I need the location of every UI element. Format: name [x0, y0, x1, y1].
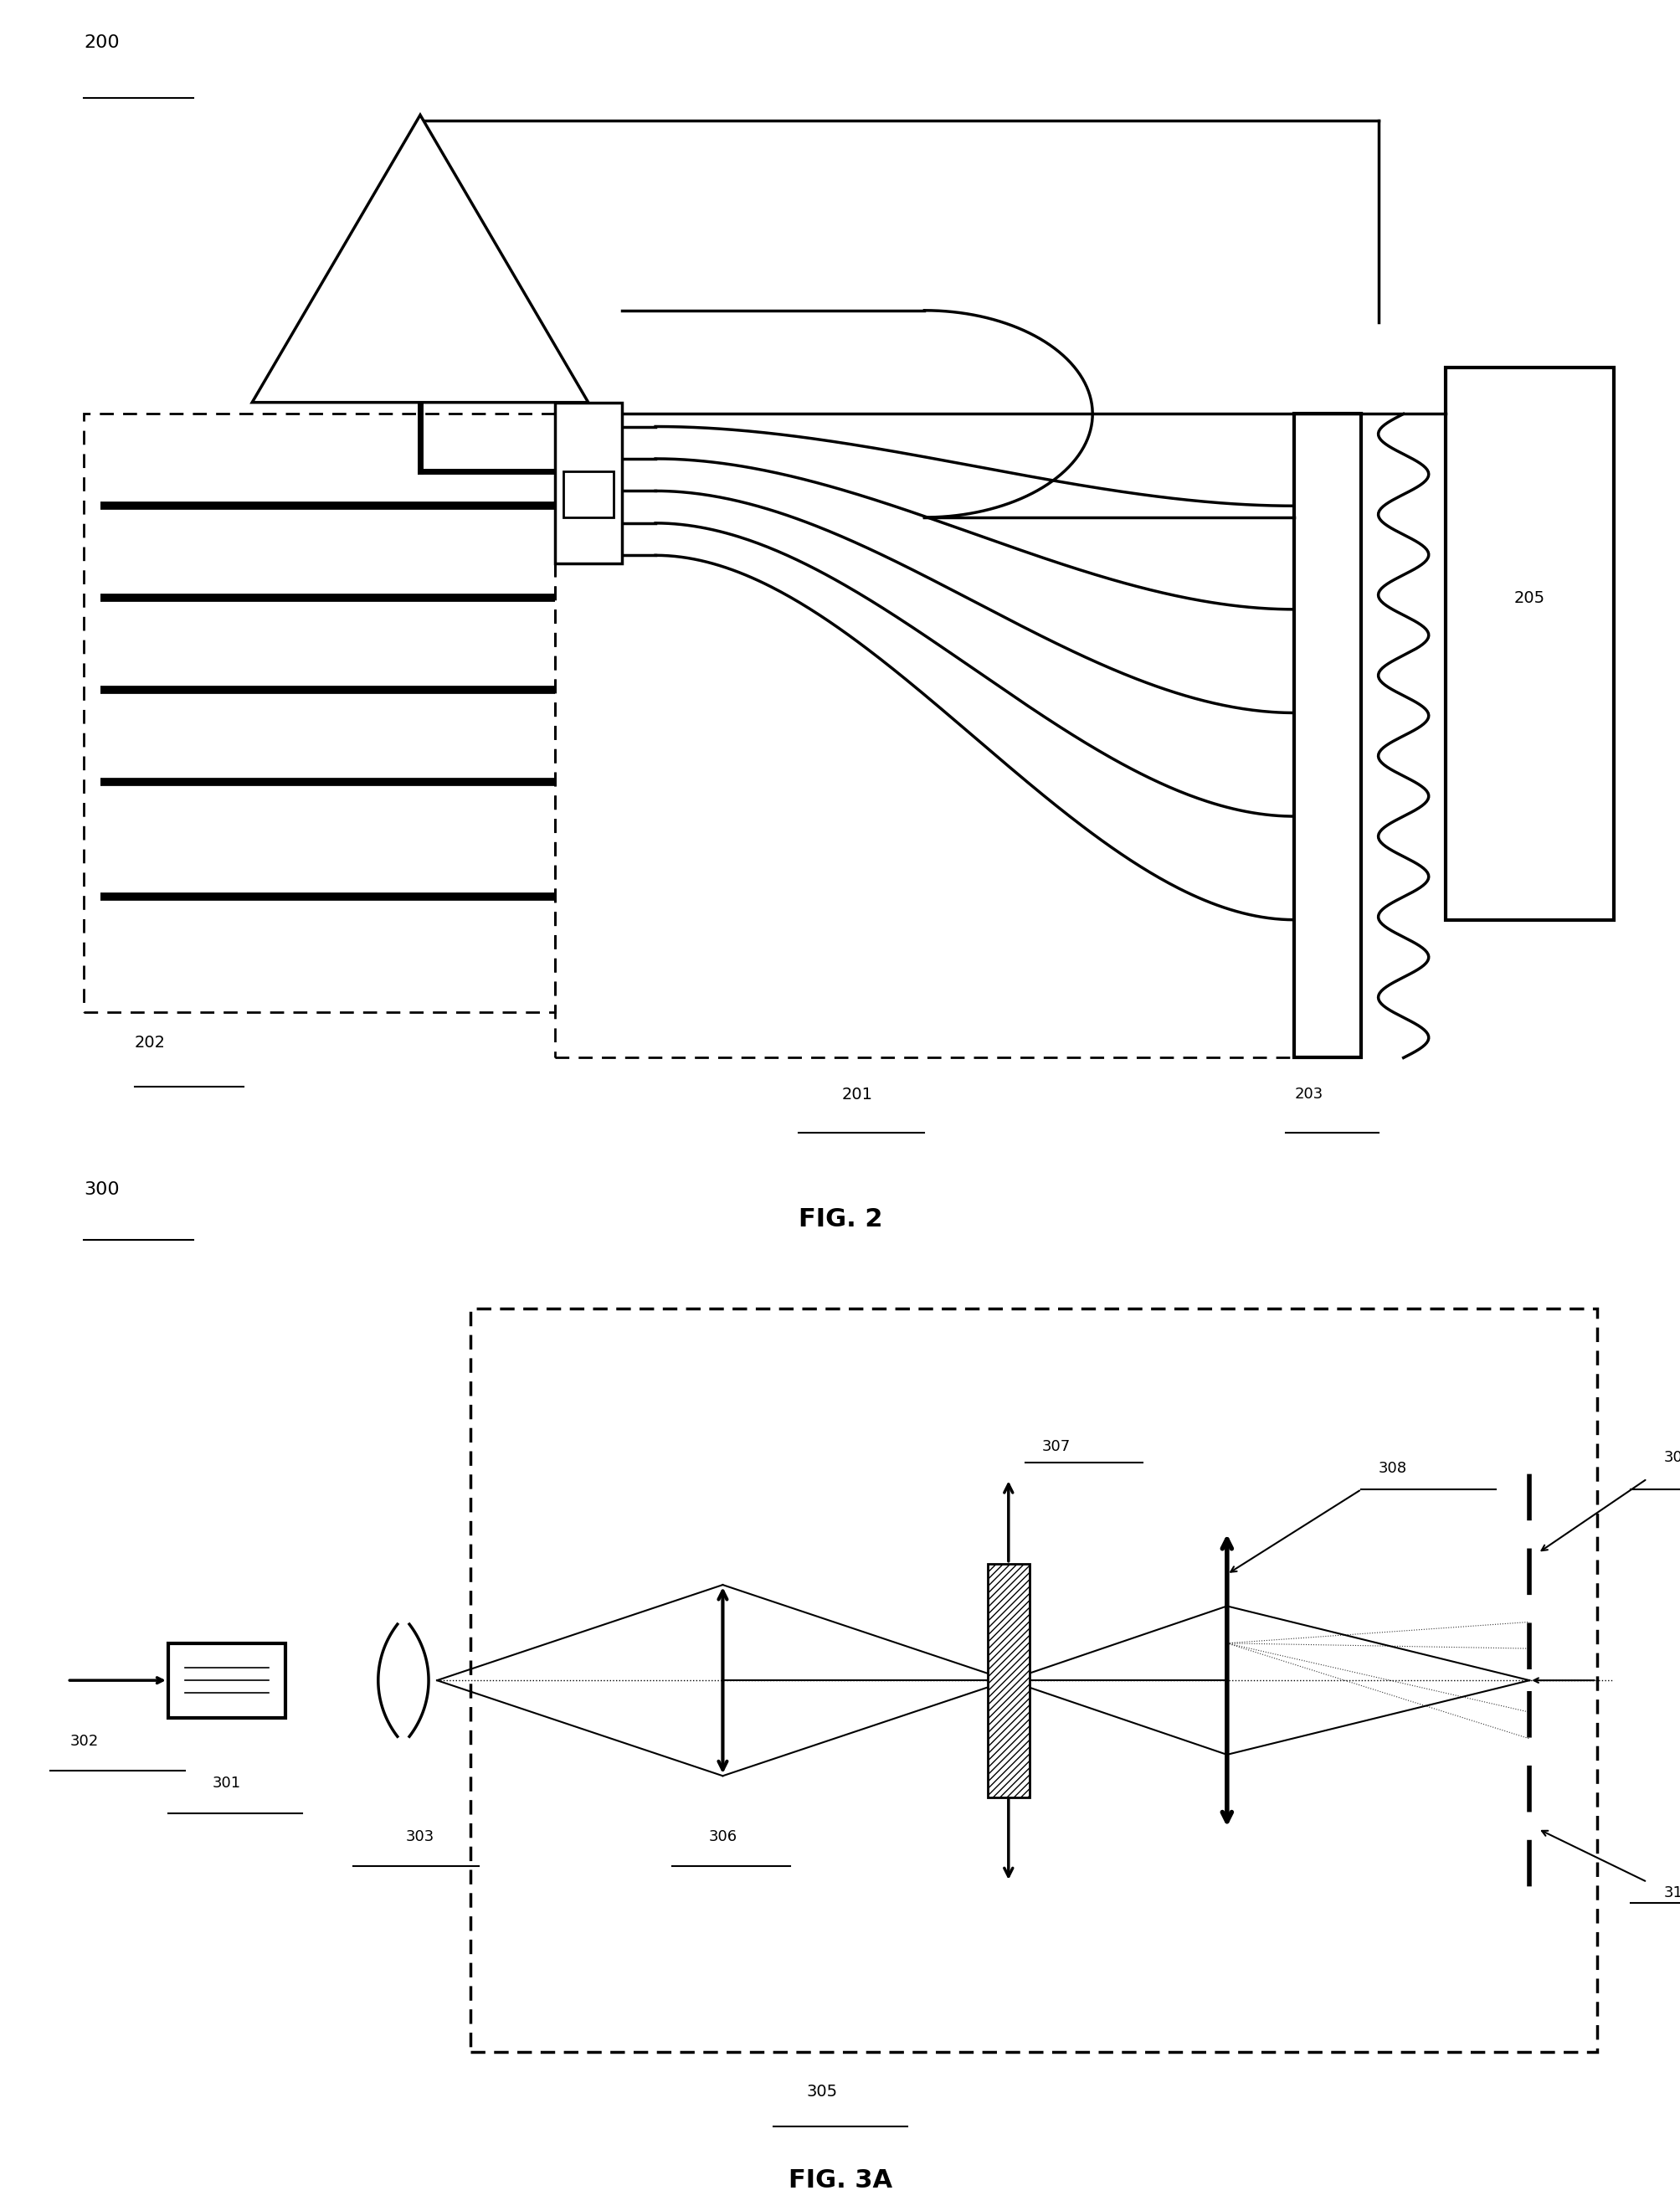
Text: 302: 302	[69, 1733, 99, 1749]
Text: 201: 201	[842, 1086, 872, 1103]
Text: 204: 204	[405, 314, 435, 329]
Text: 301: 301	[213, 1775, 240, 1791]
Bar	[1294, 413, 1361, 1057]
Bar	[554, 413, 1344, 1057]
Text: 309: 309	[1663, 1450, 1680, 1466]
Text: OCM: OCM	[398, 234, 442, 250]
Text: 303: 303	[405, 1828, 435, 1844]
Text: 200: 200	[84, 35, 119, 51]
Text: 205: 205	[1514, 590, 1544, 606]
Text: 307: 307	[1042, 1439, 1070, 1455]
Bar	[1445, 367, 1613, 920]
Text: 300: 300	[84, 1181, 119, 1198]
Bar	[563, 471, 613, 517]
Bar	[84, 413, 554, 1013]
Text: 202: 202	[134, 1035, 165, 1050]
Text: FIG. 3A: FIG. 3A	[788, 2169, 892, 2193]
Bar	[168, 1643, 286, 1718]
Text: 306: 306	[709, 1828, 736, 1844]
Text: 305: 305	[806, 2083, 837, 2100]
Polygon shape	[252, 115, 588, 402]
Text: FIG. 2: FIG. 2	[798, 1207, 882, 1232]
Text: 311: 311	[1663, 1886, 1680, 1899]
Bar	[554, 402, 622, 564]
Text: 308: 308	[1378, 1461, 1406, 1475]
Bar	[988, 1563, 1028, 1798]
Bar	[470, 1309, 1596, 2052]
Text: 203: 203	[1294, 1086, 1322, 1101]
